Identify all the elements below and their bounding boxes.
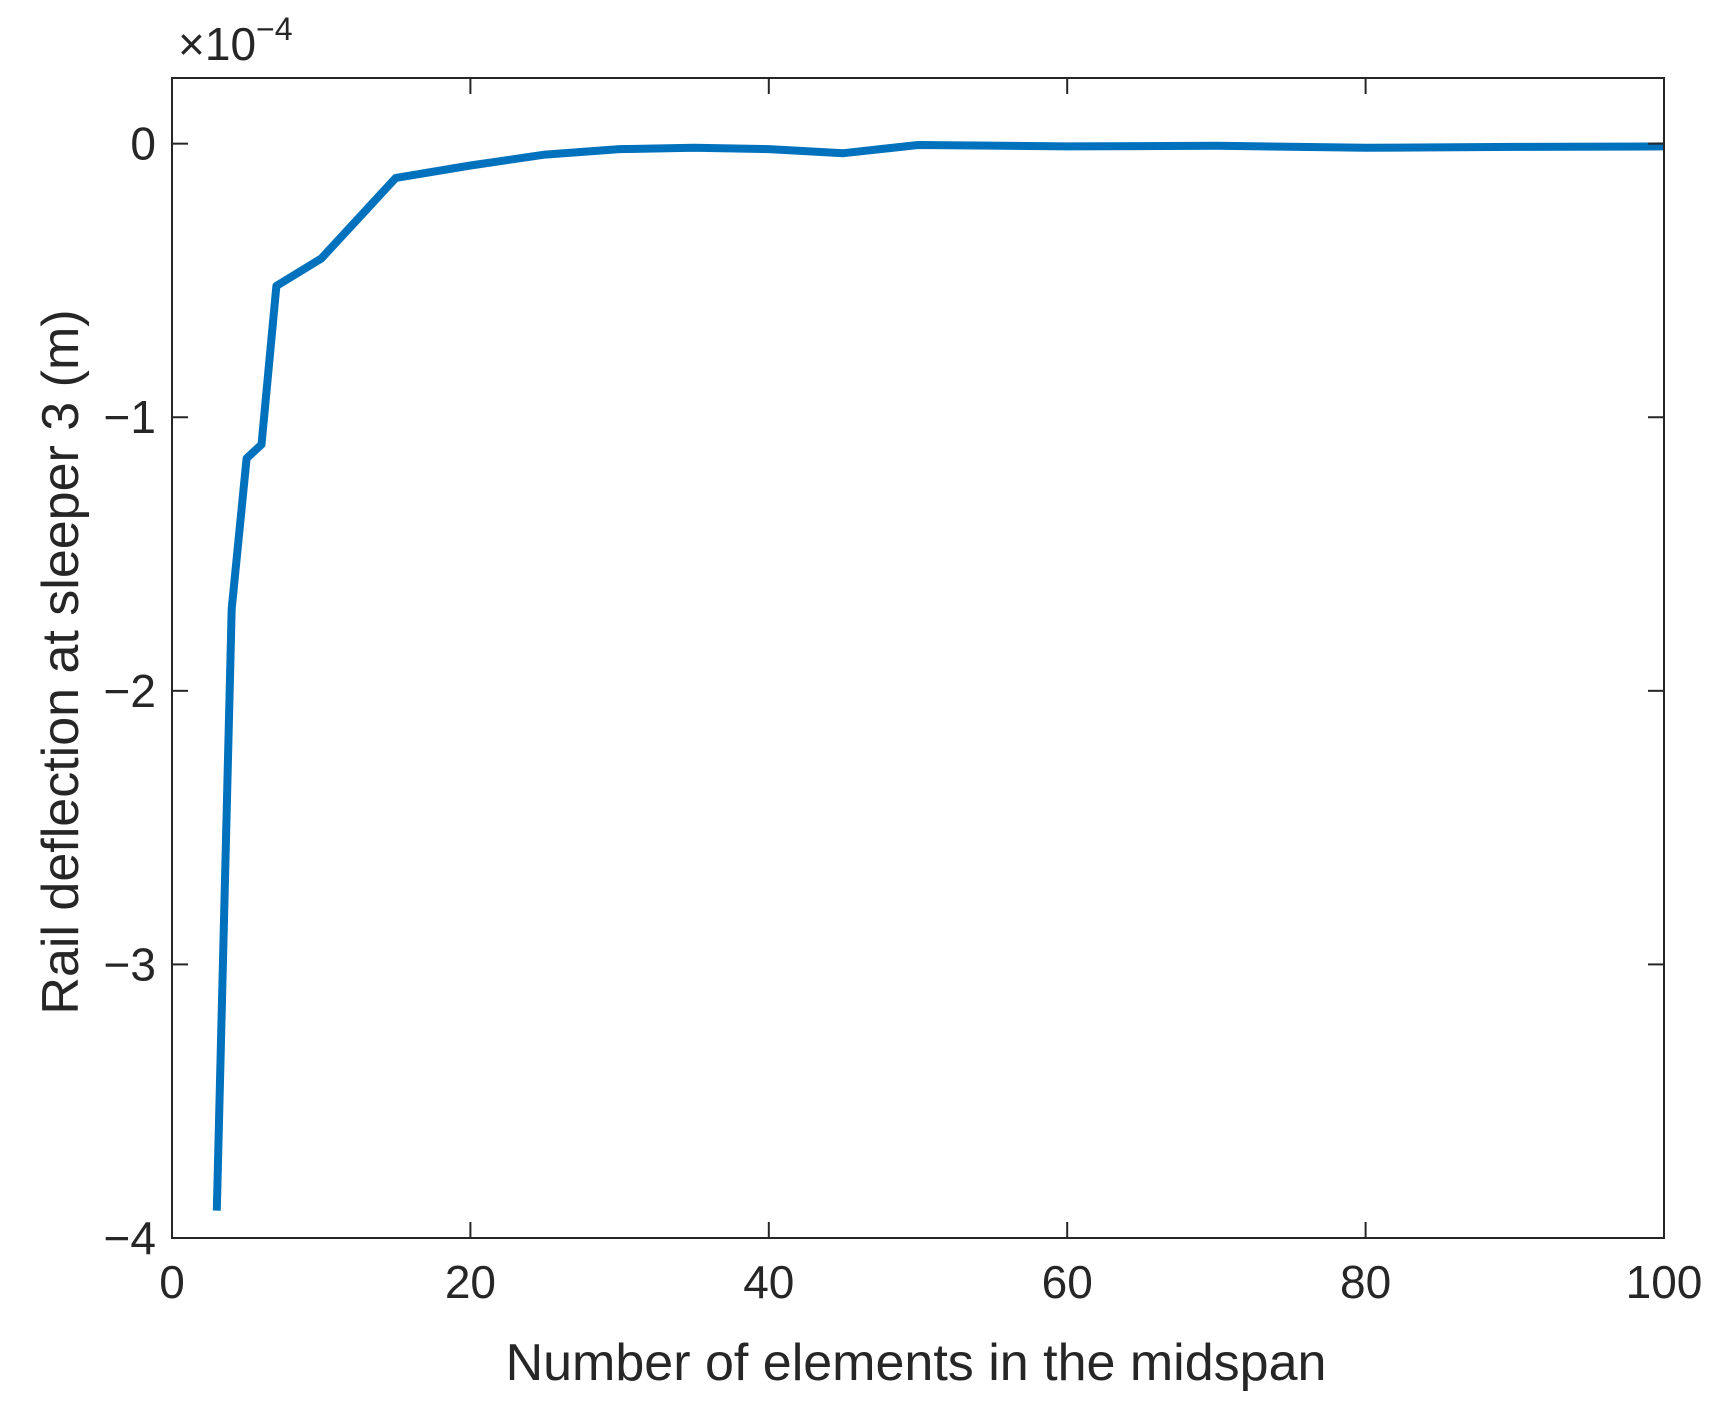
y-axis-label: Rail deflection at sleeper 3 (m) bbox=[32, 309, 90, 1014]
y-tick-label-0: 0 bbox=[130, 118, 156, 170]
x-tick-label-80: 80 bbox=[1340, 1256, 1391, 1308]
plot-box bbox=[171, 77, 1665, 1239]
x-tick-label-0: 0 bbox=[159, 1256, 185, 1308]
svg-text:×10−4: ×10−4 bbox=[178, 11, 293, 70]
x-tick-label-100: 100 bbox=[1626, 1256, 1703, 1308]
series-layer bbox=[212, 141, 1665, 1211]
exponent-base: 10 bbox=[205, 18, 256, 70]
x-tick-label-60: 60 bbox=[1042, 1256, 1093, 1308]
exponent-power: −4 bbox=[256, 11, 292, 47]
x-tick-label-20: 20 bbox=[445, 1256, 496, 1308]
y-axis-exponent: ×10−4 bbox=[178, 11, 293, 70]
y-tick-label-2: −2 bbox=[104, 665, 156, 717]
y-tick-label-3: −3 bbox=[104, 938, 156, 990]
series-line-0 bbox=[212, 141, 1665, 1211]
y-tick-label-4: −4 bbox=[104, 1212, 156, 1264]
exponent-multiplier: × bbox=[178, 18, 205, 70]
x-tick-label-40: 40 bbox=[743, 1256, 794, 1308]
ticks-layer: 0 20 40 60 80 100 0 −1 −2 −3 −4 bbox=[104, 78, 1703, 1308]
x-axis-label: Number of elements in the midspan bbox=[506, 1334, 1327, 1392]
axes-layer bbox=[171, 77, 1665, 1239]
y-tick-label-1: −1 bbox=[104, 391, 156, 443]
